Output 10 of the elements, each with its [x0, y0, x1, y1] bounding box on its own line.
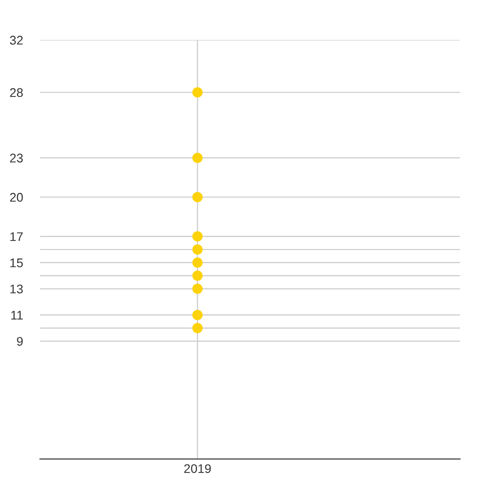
y-tick-label: 13: [10, 284, 23, 294]
y-tick-label: 15: [10, 258, 23, 268]
x-tick-label: 2019: [184, 464, 211, 474]
y-tick-label: 11: [11, 310, 23, 320]
y-tick-label: 17: [10, 232, 23, 241]
y-tick-label: 9: [16, 336, 23, 346]
y-tick-label: 23: [10, 154, 23, 162]
y-tick-label: 28: [10, 88, 23, 98]
y-tick-label: 20: [10, 192, 23, 202]
y-tick-label: 32: [10, 36, 23, 45]
